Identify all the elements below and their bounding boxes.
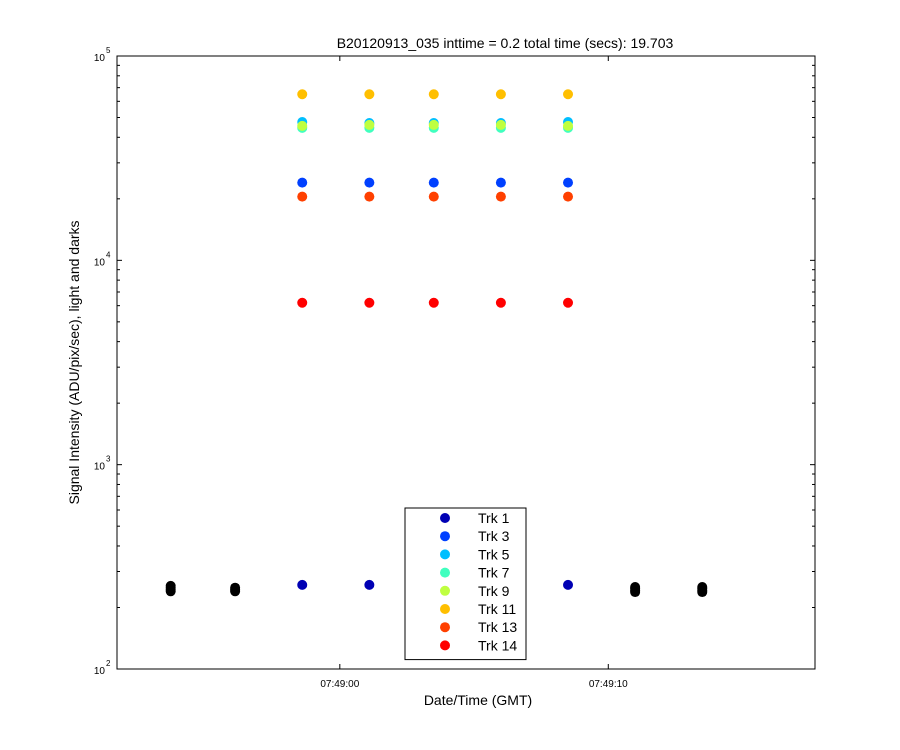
y-tick-label-base: 10 bbox=[94, 257, 106, 268]
data-point bbox=[364, 579, 375, 590]
legend-label: Trk 1 bbox=[478, 510, 510, 526]
legend: Trk 1 Trk 3 Trk 5 Trk 7 Trk 9 Trk 11 Trk 13 Trk… bbox=[404, 507, 527, 661]
series-trk-9 bbox=[297, 119, 574, 131]
legend-label: Trk 7 bbox=[478, 565, 510, 581]
legend-label: Trk 14 bbox=[478, 637, 517, 653]
data-point bbox=[297, 191, 308, 202]
data-point bbox=[428, 297, 439, 308]
data-point bbox=[428, 177, 439, 188]
y-axis-label: Signal Intensity (ADU/pix/sec), light an… bbox=[66, 220, 82, 504]
y-tick-label-exponent: 3 bbox=[106, 455, 111, 464]
series-dark bbox=[165, 580, 708, 598]
data-point bbox=[428, 191, 439, 202]
legend-marker bbox=[440, 567, 450, 578]
data-point bbox=[563, 579, 574, 590]
chart-title: B20120913_035 inttime = 0.2 total time (… bbox=[337, 35, 674, 51]
legend-marker bbox=[440, 604, 450, 614]
legend-marker bbox=[440, 531, 450, 542]
series-trk-1 bbox=[297, 579, 574, 590]
data-point bbox=[563, 120, 574, 131]
y-tick-label-base: 10 bbox=[94, 53, 106, 64]
data-point bbox=[297, 579, 308, 590]
data-points bbox=[165, 89, 708, 598]
legend-marker bbox=[440, 513, 450, 523]
data-point bbox=[563, 191, 574, 202]
legend-marker bbox=[440, 549, 450, 560]
data-point bbox=[495, 191, 506, 202]
data-point bbox=[428, 119, 439, 130]
x-tick-label: 07:49:00 bbox=[320, 679, 359, 690]
data-point bbox=[364, 89, 375, 100]
legend-marker bbox=[440, 585, 450, 596]
data-point bbox=[428, 89, 439, 100]
legend-item: Trk 1 bbox=[440, 510, 510, 526]
data-point bbox=[297, 120, 308, 131]
y-tick-label-exponent: 5 bbox=[106, 46, 111, 55]
legend-item: Trk 5 bbox=[440, 546, 510, 562]
data-point bbox=[297, 297, 308, 308]
y-tick-label-base: 10 bbox=[94, 462, 106, 473]
legend-item: Trk 11 bbox=[440, 601, 516, 617]
data-point bbox=[297, 177, 308, 188]
data-point bbox=[364, 177, 375, 188]
legend-marker bbox=[440, 640, 450, 651]
data-point bbox=[364, 297, 375, 308]
series-trk-3 bbox=[297, 177, 574, 188]
legend-item: Trk 9 bbox=[440, 583, 510, 599]
legend-label: Trk 13 bbox=[478, 619, 517, 635]
data-point bbox=[630, 587, 641, 598]
legend-label: Trk 5 bbox=[478, 546, 510, 562]
series-trk-14 bbox=[297, 297, 574, 308]
legend-box bbox=[404, 507, 527, 661]
data-point bbox=[495, 177, 506, 188]
legend-item: Trk 3 bbox=[440, 528, 510, 544]
legend-item: Trk 7 bbox=[440, 565, 510, 581]
x-axis: 07:49:00 07:49:10 bbox=[320, 56, 628, 690]
legend-item: Trk 14 bbox=[440, 637, 517, 653]
data-point bbox=[495, 119, 506, 130]
series-trk-11 bbox=[297, 89, 574, 100]
data-point bbox=[364, 119, 375, 130]
x-tick-label: 07:49:10 bbox=[589, 679, 628, 690]
legend-marker bbox=[440, 622, 450, 633]
data-point bbox=[364, 191, 375, 202]
legend-label: Trk 3 bbox=[478, 528, 510, 544]
y-tick-label-base: 10 bbox=[94, 666, 106, 677]
y-tick-label-exponent: 2 bbox=[106, 659, 111, 668]
data-point bbox=[297, 89, 308, 100]
data-point bbox=[495, 89, 506, 100]
data-point bbox=[697, 587, 708, 598]
legend-item: Trk 13 bbox=[440, 619, 517, 635]
series-trk-13 bbox=[297, 191, 574, 202]
x-axis-label: Date/Time (GMT) bbox=[424, 692, 532, 708]
data-point bbox=[230, 586, 241, 597]
legend-label: Trk 11 bbox=[478, 601, 516, 617]
data-point bbox=[563, 177, 574, 188]
legend-label: Trk 9 bbox=[478, 583, 510, 599]
data-point bbox=[495, 297, 506, 308]
data-point bbox=[563, 297, 574, 308]
data-point bbox=[563, 89, 574, 100]
data-point bbox=[165, 586, 176, 597]
y-tick-label-exponent: 4 bbox=[106, 250, 111, 259]
